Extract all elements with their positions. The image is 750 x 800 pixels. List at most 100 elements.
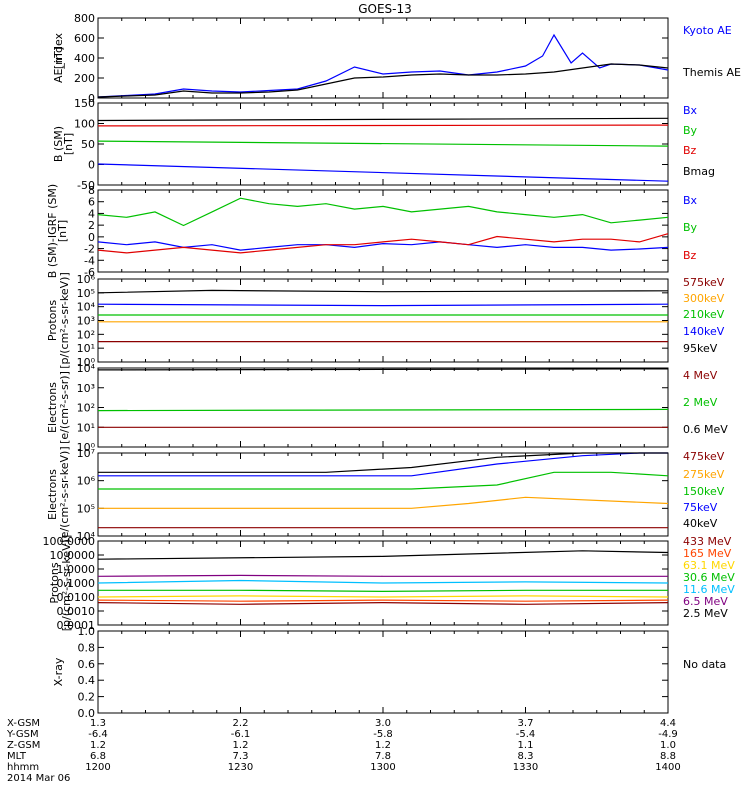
- series-line-0-6-mev: [97, 368, 669, 371]
- x-axis-value: 3.7: [518, 718, 534, 729]
- y-tick-label: 0.8: [78, 641, 96, 654]
- series-line-165-mev: [97, 599, 669, 602]
- x-axis-value: -5.8: [373, 729, 393, 740]
- legend-label: 2 MeV: [683, 396, 718, 409]
- y-tick-label: 10⁴: [77, 362, 96, 375]
- legend-label: No data: [683, 658, 726, 671]
- y-axis-label: AE_index: [52, 32, 65, 83]
- y-tick-label: 6: [88, 196, 95, 209]
- y-tick-label: 0.2: [78, 691, 96, 704]
- legend-label: 6.5 MeV: [683, 595, 728, 608]
- x-axis-value: 1300: [370, 762, 395, 773]
- y-tick-label: 10³: [77, 315, 95, 328]
- series-line-bz: [97, 124, 669, 127]
- y-tick-label: 150: [74, 97, 95, 110]
- y-tick-label: 10²: [77, 328, 95, 341]
- y-tick-label: 10⁵: [77, 502, 95, 515]
- series-line-63-1-mev: [97, 595, 669, 598]
- y-tick-label: 0: [88, 92, 95, 105]
- x-axis-row-label: X-GSM: [7, 718, 40, 729]
- legend-label: Bmag: [683, 165, 715, 178]
- y-tick-label: 600: [74, 32, 95, 45]
- legend-label: 433 MeV: [683, 535, 732, 548]
- y-tick-label: 10²: [77, 402, 95, 415]
- legend-label: Kyoto AE: [683, 24, 732, 37]
- y-tick-label: 10¹: [77, 342, 95, 355]
- y-axis-label: [e/(cm²-s-sr-keV)]: [58, 446, 71, 542]
- x-axis-value: 8.8: [660, 751, 676, 762]
- series-line-2-5-mev: [97, 550, 669, 560]
- y-axis-label: Electrons: [46, 469, 59, 520]
- y-axis-label: [nT]: [52, 47, 65, 69]
- legend-label: 75keV: [683, 501, 718, 514]
- legend-label: 575keV: [683, 276, 725, 289]
- y-tick-label: -4: [84, 254, 95, 267]
- y-axis-label: [nT]: [56, 220, 69, 242]
- x-axis-value: 8.3: [518, 751, 534, 762]
- x-axis-row-label: Y-GSM: [6, 729, 39, 740]
- y-axis-label: [e/(cm²-s-sr)]: [58, 371, 71, 444]
- panel-frame: [97, 630, 669, 714]
- y-tick-label: 0.0: [78, 707, 96, 720]
- x-axis-value: 7.8: [375, 751, 391, 762]
- y-tick-label: 0.4: [78, 674, 96, 687]
- y-tick-label: 10⁵: [77, 287, 95, 300]
- y-tick-label: 10.0000: [50, 549, 96, 562]
- x-axis-value: -4.9: [658, 729, 678, 740]
- panel-frame: [97, 189, 669, 273]
- series-line-140kev: [97, 303, 669, 307]
- y-tick-label: 50: [81, 138, 95, 151]
- series-line-kyoto-ae: [97, 33, 669, 98]
- legend-label: 275keV: [683, 468, 725, 481]
- x-axis-value: 1.0: [660, 740, 676, 751]
- y-tick-label: 0.0010: [57, 605, 96, 618]
- y-tick-label: 100.0000: [43, 535, 96, 548]
- y-axis-label: X-ray: [52, 657, 65, 686]
- y-tick-label: -50: [77, 179, 95, 192]
- legend-label: 210keV: [683, 308, 725, 321]
- x-axis-value: 1.2: [90, 740, 106, 751]
- y-tick-label: 0.6: [78, 658, 96, 671]
- y-axis-label: [p/(cm²-s-sr-keV)]: [58, 272, 71, 369]
- x-axis-value: 1230: [228, 762, 253, 773]
- legend-label: 2.5 MeV: [683, 607, 728, 620]
- x-axis-value: 1.3: [90, 718, 106, 729]
- legend-label: 95keV: [683, 342, 718, 355]
- panel-2: -50 0 50 100 150 B (SM)[nT] Bx By Bz Bmag: [52, 97, 715, 192]
- series-line-95kev: [97, 289, 669, 294]
- y-tick-label: 4: [88, 207, 95, 220]
- y-tick-label: 10⁰: [77, 441, 96, 454]
- legend-label: 63.1 MeV: [683, 559, 735, 572]
- legend-label: Bx: [683, 194, 698, 207]
- figure-title: GOES-13: [358, 2, 412, 16]
- y-tick-label: 8: [88, 184, 95, 197]
- y-tick-label: 10⁴: [77, 301, 96, 314]
- series-line-by: [97, 140, 669, 147]
- series-line-by: [97, 197, 669, 227]
- panel-8: 0.0 0.2 0.4 0.6 0.8 1.0 X-ray No data: [52, 625, 726, 720]
- y-axis-label: B (SM)-IGRF (SM): [46, 184, 59, 278]
- panel-7: 0.00010.00100.01000.10001.000010.0000100…: [43, 535, 736, 632]
- x-axis-value: 2.2: [233, 718, 249, 729]
- y-axis-label: [p/(cm²-s-sr-keV)]: [60, 535, 73, 632]
- y-tick-label: 10³: [77, 382, 95, 395]
- legend-label: 40keV: [683, 517, 718, 530]
- y-tick-label: 400: [74, 52, 95, 65]
- series-line-themis-ae: [97, 63, 669, 98]
- y-tick-label: 10⁰: [77, 356, 96, 369]
- series-line-bmag: [97, 117, 669, 122]
- x-axis-value: 1.2: [233, 740, 249, 751]
- y-tick-label: -2: [84, 243, 95, 256]
- panel-1: 0 200 400 600 800 AE_index[nT] Kyoto AE Themis …: [52, 12, 741, 105]
- panel-5: 10⁰ 10¹ 10² 10³ 10⁴ Electrons [e/(cm²-s-sr)] 4 …: [46, 362, 728, 454]
- y-tick-label: 10⁶: [77, 273, 96, 286]
- x-axis-row-label: Z-GSM: [7, 740, 40, 751]
- x-axis-value: 1330: [513, 762, 538, 773]
- panel-frame: [97, 452, 669, 537]
- legend-label: 300keV: [683, 292, 725, 305]
- legend-label: 4 MeV: [683, 369, 718, 382]
- y-tick-label: 10⁶: [77, 475, 96, 488]
- x-axis-value: 1400: [655, 762, 680, 773]
- legend-label: Bz: [683, 144, 697, 157]
